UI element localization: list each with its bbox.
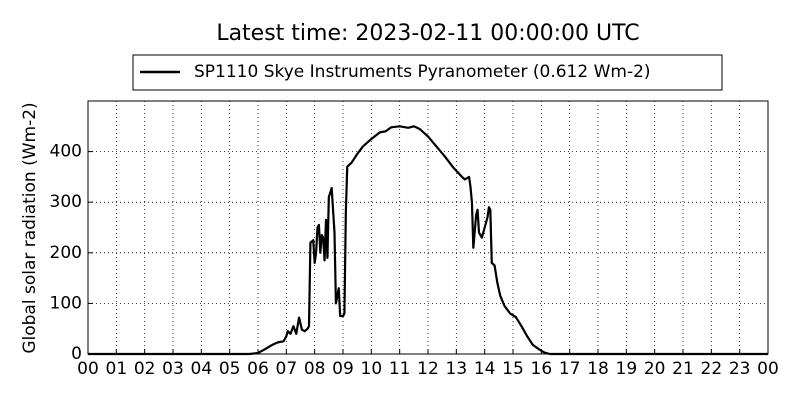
x-tick-label: 02 [134,359,156,379]
x-tick-label: 00 [77,359,99,379]
x-tick-label: 21 [672,359,694,379]
plot-frame [87,100,769,355]
x-tick-label: 05 [219,359,241,379]
x-tick-label: 19 [616,359,638,379]
legend-label: SP1110 Skye Instruments Pyranometer (0.6… [194,62,651,82]
x-tick-label: 04 [191,359,213,379]
x-tick-label: 00 [757,359,779,379]
x-tick-label: 15 [502,359,524,379]
x-tick-label: 10 [361,359,383,379]
legend [132,54,723,91]
x-tick-label: 20 [644,359,666,379]
chart-title: Latest time: 2023-02-11 00:00:00 UTC [216,21,639,46]
x-tick-label: 11 [389,359,411,379]
data-line [88,125,768,356]
x-tick-label: 18 [587,359,609,379]
x-tick-label: 07 [276,359,298,379]
x-tick-label: 08 [304,359,326,379]
y-tick-label: 0 [71,344,82,364]
y-tick-label: 400 [50,142,82,162]
x-tick-label: 01 [106,359,128,379]
y-tick-label: 300 [50,192,82,212]
x-tick-label: 14 [474,359,496,379]
y-tick-label: 100 [50,293,82,313]
y-axis-label: Global solar radiation (Wm-2) [20,102,40,353]
x-tick-label: 23 [729,359,751,379]
x-tick-label: 12 [417,359,439,379]
x-tick-label: 16 [531,359,553,379]
x-tick-label: 17 [559,359,581,379]
y-tick-label: 200 [50,243,82,263]
x-tick-label: 13 [446,359,468,379]
x-tick-label: 22 [701,359,723,379]
x-tick-label: 09 [332,359,354,379]
x-tick-label: 06 [247,359,269,379]
x-tick-label: 03 [162,359,184,379]
